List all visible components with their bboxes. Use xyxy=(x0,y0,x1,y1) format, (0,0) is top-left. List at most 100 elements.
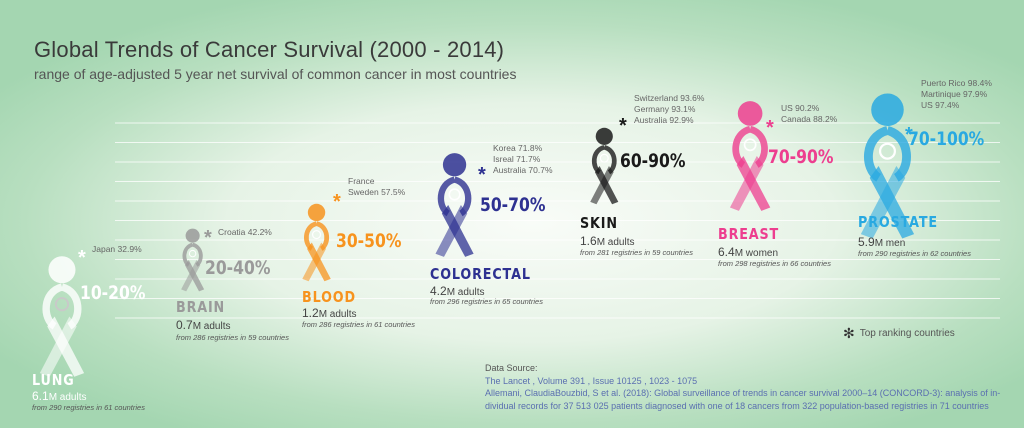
cases-unit: M adults xyxy=(48,392,87,403)
top-country: US 90.2% xyxy=(781,103,820,113)
prostate-survival-range: 70-100% xyxy=(908,128,985,150)
colorectal-ribbon-loop xyxy=(438,176,472,217)
lung-registries: from 290 registries in 61 countries xyxy=(32,403,145,412)
skin-top-asterisk-icon: * xyxy=(619,115,627,137)
breast-survival-range: 70-90% xyxy=(768,146,834,168)
lung-survival-range: 10-20% xyxy=(80,282,146,304)
blood-cases: 1.2M adults xyxy=(302,306,356,320)
lung-cases: 6.1M adults xyxy=(32,389,86,403)
breast-ribbon-tail-left xyxy=(729,156,764,211)
colorectal-top-asterisk-icon: * xyxy=(478,164,486,186)
blood-ribbon-tail-left xyxy=(302,242,327,282)
lungs-icon xyxy=(54,297,70,312)
intestine-icon xyxy=(448,188,462,201)
cases-number: 1.6 xyxy=(580,234,597,248)
prostate-ribbon-head xyxy=(870,93,904,127)
brain-survival-range: 20-40% xyxy=(205,257,271,279)
blood-ribbon-head xyxy=(308,203,326,222)
skin-survival-range: 60-90% xyxy=(620,150,686,172)
brain-name: BRAIN xyxy=(176,298,226,316)
breast-cases: 6.4M women xyxy=(718,245,778,259)
data-source: Data Source: The Lancet , Volume 391 , I… xyxy=(485,362,1000,412)
cases-number: 0.7 xyxy=(176,318,193,332)
skin-top-countries: Switzerland 93.6% Germany 93.1% Australia … xyxy=(634,93,704,126)
prostate-icon xyxy=(878,142,896,160)
top-country: Germany 93.1% xyxy=(634,104,696,114)
colorectal-registries: from 296 registries in 65 countries xyxy=(430,297,543,306)
lung-ribbon-loop xyxy=(42,283,82,330)
colorectal-survival-range: 50-70% xyxy=(480,194,546,216)
prostate-ribbon xyxy=(860,93,914,239)
blood-registries: from 286 registries in 61 countries xyxy=(302,320,415,329)
blood-survival-range: 30-50% xyxy=(336,230,402,252)
top-country: Martinique 97.9% xyxy=(921,89,988,99)
lung-name: LUNG xyxy=(32,371,75,389)
lung-ribbon-head xyxy=(48,256,76,284)
lung-ribbon xyxy=(39,256,85,377)
blood-drop-icon xyxy=(312,230,322,240)
prostate-name: PROSTATE xyxy=(858,213,938,231)
top-country: Korea 71.8% xyxy=(493,143,543,153)
prostate-top-countries: Puerto Rico 98.4% Martinique 97.9% US 97.4… xyxy=(921,78,992,111)
cases-number: 5.9 xyxy=(858,235,875,249)
top-country: Canada 88.2% xyxy=(781,114,838,124)
brain-ribbon xyxy=(181,228,205,292)
brain-icon xyxy=(189,249,197,258)
blood-top-countries: France Sweden 57.5% xyxy=(348,176,405,198)
top-country: Puerto Rico 98.4% xyxy=(921,78,992,88)
cases-unit: M adults xyxy=(596,237,635,248)
skin-icon xyxy=(599,153,609,163)
colorectal-ribbon-head xyxy=(443,153,467,177)
source-line-1: The Lancet , Volume 391 , Issue 10125 , … xyxy=(485,375,698,386)
colorectal-top-countries: Korea 71.8% Isreal 71.7% Australia 70.7% xyxy=(493,143,553,176)
chart-subtitle: range of age-adjusted 5 year net surviva… xyxy=(34,66,517,82)
skin-registries: from 281 registries in 59 countries xyxy=(580,248,693,257)
source-line-3: dividual records for 37 513 025 patients… xyxy=(485,400,989,411)
prostate-registries: from 290 registries in 62 countries xyxy=(858,249,971,258)
brain-top-asterisk-icon: * xyxy=(204,227,212,249)
top-country: Australia 70.7% xyxy=(493,165,553,175)
colorectal-name: COLORECTAL xyxy=(430,265,531,283)
lung-ribbon-tail-left xyxy=(39,316,77,377)
brain-ribbon-head xyxy=(185,228,201,243)
cases-number: 6.1 xyxy=(32,389,49,403)
chart-title: Global Trends of Cancer Survival (2000 -… xyxy=(34,37,505,62)
brain-cases: 0.7M adults xyxy=(176,318,230,332)
legend-label: Top ranking countries xyxy=(859,328,955,339)
breast-name: BREAST xyxy=(718,225,780,243)
top-country: Japan 32.9% xyxy=(92,244,142,254)
breast-registries: from 298 registries in 66 countries xyxy=(718,259,831,268)
colorectal-ribbon xyxy=(435,153,475,257)
skin-ribbon-tail-left xyxy=(589,166,614,205)
brain-registries: from 286 registries in 59 countries xyxy=(176,333,289,342)
breast-top-countries: US 90.2% Canada 88.2% xyxy=(781,103,837,125)
prostate-ribbon-loop xyxy=(863,126,911,182)
cases-unit: M adults xyxy=(192,321,231,332)
cases-unit: M men xyxy=(874,238,906,249)
blood-top-asterisk-icon: * xyxy=(333,191,341,213)
cases-unit: M adults xyxy=(318,309,357,320)
blood-ribbon xyxy=(302,203,332,282)
breast-ribbon xyxy=(729,101,771,211)
skin-ribbon-loop xyxy=(591,145,617,175)
top-country: Australia 92.9% xyxy=(634,115,694,125)
breast-ribbon-loop xyxy=(732,125,768,168)
prostate-ribbon-tail-left xyxy=(860,166,905,239)
breast-ribbon-head xyxy=(737,101,763,126)
blood-ribbon-loop xyxy=(304,221,330,251)
blood-name: BLOOD xyxy=(302,288,356,306)
source-line-2: Allemani, ClaudiaBouzbid, S et al. (2018… xyxy=(485,388,1001,398)
top-country: US 97.4% xyxy=(921,100,960,110)
legend: ✻ Top ranking countries xyxy=(843,325,955,342)
cases-number: 6.4 xyxy=(718,245,735,259)
cases-unit: M women xyxy=(734,248,779,259)
skin-cases: 1.6M adults xyxy=(580,234,634,248)
skin-ribbon xyxy=(589,127,619,205)
brain-ribbon-loop xyxy=(182,242,204,267)
cases-unit: M adults xyxy=(446,287,485,298)
colorectal-cases: 4.2M adults xyxy=(430,284,484,298)
top-country: France xyxy=(348,176,375,186)
top-country: Switzerland 93.6% xyxy=(634,93,705,103)
prostate-cases: 5.9M men xyxy=(858,235,905,249)
